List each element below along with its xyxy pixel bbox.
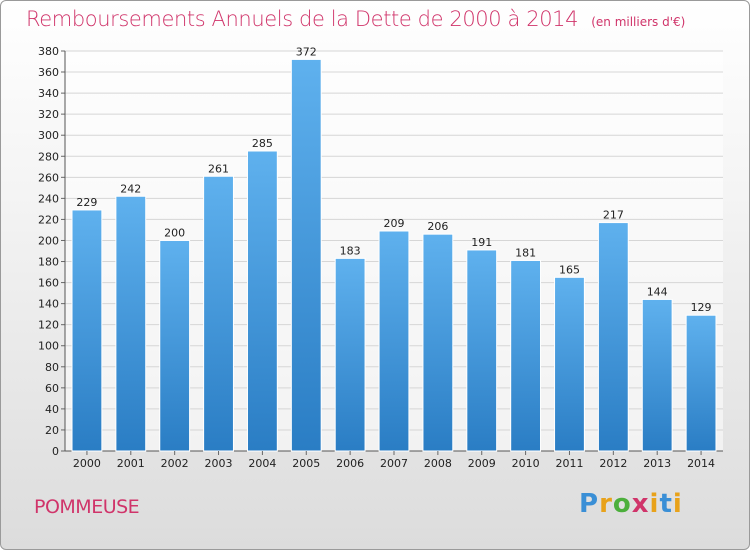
data-label: 372 [296,45,317,58]
y-tick-label: 280 [38,150,59,163]
y-tick-label: 320 [38,108,59,121]
logo-letter: x [631,489,650,519]
data-label: 200 [164,226,185,239]
chart-subtitle: (en milliers d'€) [591,15,686,29]
bar [641,298,673,452]
y-tick-label: 40 [45,403,59,416]
y-tick-label: 160 [38,277,59,290]
data-label: 191 [471,236,492,249]
y-tick-label: 300 [38,129,59,142]
y-tick-label: 100 [38,340,59,353]
bar [422,233,454,452]
bar [685,314,717,452]
commune-name: POMMEUSE [34,496,140,518]
x-tick-label: 2009 [468,457,496,470]
logo-letter: i [672,489,683,519]
bar [290,58,322,452]
data-label: 165 [559,263,580,276]
data-label: 285 [252,137,273,150]
y-tick-label: 140 [38,298,59,311]
y-tick-label: 180 [38,256,59,269]
bar [378,230,410,452]
y-tick-label: 20 [45,424,59,437]
logo-letter: P [579,489,600,519]
proxiti-logo: Proxiti [579,489,683,519]
bar [510,259,542,452]
y-tick-label: 120 [38,319,59,332]
bar [334,257,366,452]
y-tick-label: 360 [38,66,59,79]
x-tick-label: 2013 [643,457,671,470]
y-tick-label: 60 [45,382,59,395]
data-label: 129 [691,301,712,314]
bar [203,175,234,452]
x-tick-label: 2007 [380,457,408,470]
bar [159,239,191,452]
x-tick-label: 2004 [248,457,276,470]
x-tick-label: 2003 [205,457,233,470]
y-tick-label: 340 [38,87,59,100]
data-label: 144 [647,285,668,298]
y-tick-label: 220 [38,213,59,226]
bar [246,150,278,452]
logo-letter: i [649,489,660,519]
bar [115,195,147,452]
logo-letter: o [612,489,632,519]
bar [554,276,585,452]
x-tick-label: 2005 [292,457,320,470]
y-tick-label: 200 [38,234,59,247]
logo-letter: t [659,489,673,519]
x-tick-label: 2014 [687,457,715,470]
data-label: 217 [603,209,624,222]
y-tick-label: 260 [38,171,59,184]
bar [597,222,629,452]
y-tick-label: 240 [38,192,59,205]
y-tick-label: 0 [52,445,59,458]
x-tick-label: 2010 [512,457,540,470]
x-tick-label: 2006 [336,457,364,470]
data-label: 242 [120,182,141,195]
x-tick-label: 2002 [161,457,189,470]
bar [71,209,103,452]
data-label: 261 [208,162,229,175]
data-label: 209 [384,217,405,230]
chart-title: Remboursements Annuels de la Dette de 20… [26,7,685,31]
bar [466,249,498,452]
data-label: 181 [515,246,536,259]
y-tick-label: 380 [38,45,59,58]
y-tick-label: 80 [45,361,59,374]
x-tick-label: 2000 [73,457,101,470]
x-tick-label: 2008 [424,457,452,470]
data-label: 229 [76,196,97,209]
x-tick-label: 2001 [117,457,145,470]
logo-letter: r [599,489,613,519]
chart-title-main: Remboursements Annuels de la Dette de 20… [26,7,579,31]
x-tick-label: 2011 [555,457,583,470]
x-tick-label: 2012 [599,457,627,470]
data-label: 206 [427,220,448,233]
data-label: 183 [340,244,361,257]
